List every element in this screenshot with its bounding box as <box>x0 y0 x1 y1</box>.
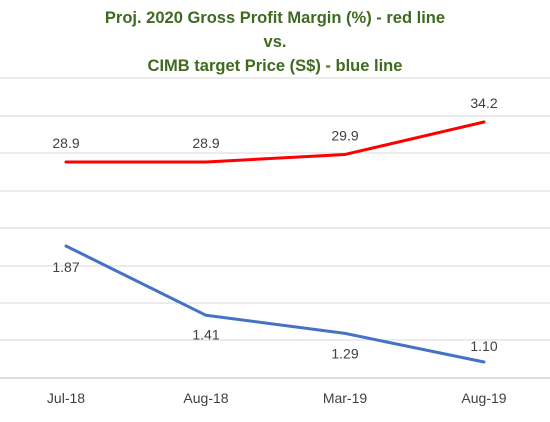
x-tick-label: Aug-19 <box>461 390 506 406</box>
data-label: 1.87 <box>52 259 79 275</box>
series-line-1 <box>64 120 486 164</box>
x-tick-label: Jul-18 <box>47 390 85 406</box>
data-label: 1.10 <box>470 338 497 354</box>
gridlines <box>0 77 550 379</box>
chart-title-line-2: vs. <box>263 33 287 51</box>
x-axis-ticks: Jul-18 Aug-18 Mar-19 Aug-19 <box>47 390 507 406</box>
data-label: 29.9 <box>331 127 358 143</box>
data-label: 1.29 <box>331 345 358 361</box>
chart-title-line-3: CIMB target Price (S$) - blue line <box>147 57 403 75</box>
data-label: 28.9 <box>192 135 219 151</box>
chart-title-line-1: Proj. 2020 Gross Profit Margin (%) - red… <box>104 9 446 27</box>
series-line-2 <box>64 244 486 364</box>
data-label: 1.41 <box>192 326 219 342</box>
data-label: 28.9 <box>52 135 79 151</box>
data-labels: 28.9 28.9 29.9 34.2 1.87 1.41 1.29 1.10 <box>52 95 497 361</box>
x-tick-label: Mar-19 <box>323 390 368 406</box>
series-lines <box>64 120 486 364</box>
data-label: 34.2 <box>470 95 497 111</box>
x-tick-label: Aug-18 <box>183 390 228 406</box>
